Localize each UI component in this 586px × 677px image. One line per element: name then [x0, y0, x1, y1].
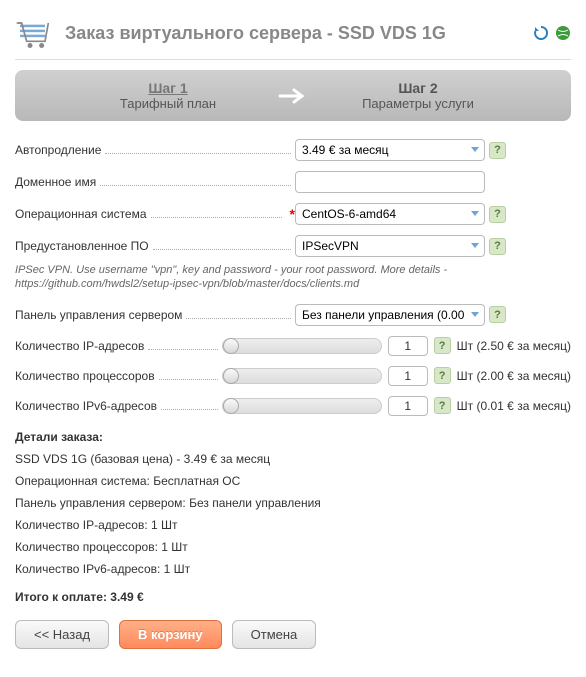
help-icon[interactable]: ?	[489, 142, 506, 159]
field-preinstall: Предустановленное ПО IPSecVPN ?	[15, 235, 571, 257]
autorenew-label: Автопродление	[15, 143, 101, 157]
page-header: Заказ виртуального сервера - SSD VDS 1G	[15, 15, 571, 60]
total: Итого к оплате: 3.49 €	[15, 590, 571, 604]
help-icon[interactable]: ?	[434, 397, 451, 414]
cpu-label: Количество процессоров	[15, 369, 155, 383]
step-2: Шаг 2 Параметры услуги	[318, 80, 518, 111]
arrow-icon	[278, 86, 308, 106]
step-2-sub: Параметры услуги	[318, 96, 518, 111]
ip-value[interactable]: 1	[388, 336, 428, 356]
detail-line: Количество IPv6-адресов: 1 Шт	[15, 562, 571, 576]
steps-bar: Шаг 1 Тарифный план Шаг 2 Параметры услу…	[15, 70, 571, 121]
domain-label: Доменное имя	[15, 175, 96, 189]
step-2-title: Шаг 2	[318, 80, 518, 96]
field-os: Операционная система* CentOS-6-amd64 ?	[15, 203, 571, 225]
help-icon[interactable]: ?	[489, 306, 506, 323]
ipv6-slider[interactable]	[222, 398, 382, 414]
button-row: << Назад В корзину Отмена	[15, 620, 571, 649]
ip-unit: Шт (2.50 € за месяц)	[457, 339, 571, 353]
panel-select[interactable]: Без панели управления (0.00 € за месяц)	[295, 304, 485, 326]
ip-label: Количество IP-адресов	[15, 339, 144, 353]
os-select[interactable]: CentOS-6-amd64	[295, 203, 485, 225]
cart-icon	[15, 15, 55, 51]
field-ipv6: Количество IPv6-адресов 1 ? Шт (0.01 € з…	[15, 396, 571, 416]
ipv6-label: Количество IPv6-адресов	[15, 399, 157, 413]
cpu-value[interactable]: 1	[388, 366, 428, 386]
ip-slider[interactable]	[222, 338, 382, 354]
help-icon[interactable]: ?	[489, 238, 506, 255]
step-1-title: Шаг 1	[68, 80, 268, 96]
preinstall-hint: IPSec VPN. Use username "vpn", key and p…	[15, 263, 571, 292]
step-1-sub: Тарифный план	[68, 96, 268, 111]
detail-line: SSD VDS 1G (базовая цена) - 3.49 € за ме…	[15, 452, 571, 466]
field-cpu: Количество процессоров 1 ? Шт (2.00 € за…	[15, 366, 571, 386]
back-button[interactable]: << Назад	[15, 620, 109, 649]
globe-icon[interactable]	[555, 25, 571, 41]
field-autorenew: Автопродление 3.49 € за месяц ?	[15, 139, 571, 161]
autorenew-select[interactable]: 3.49 € за месяц	[295, 139, 485, 161]
help-icon[interactable]: ?	[434, 337, 451, 354]
field-domain: Доменное имя	[15, 171, 571, 193]
help-icon[interactable]: ?	[434, 367, 451, 384]
domain-input[interactable]	[295, 171, 485, 193]
page-title: Заказ виртуального сервера - SSD VDS 1G	[65, 23, 533, 44]
cpu-slider[interactable]	[222, 368, 382, 384]
refresh-icon[interactable]	[533, 25, 549, 41]
field-panel: Панель управления сервером Без панели уп…	[15, 304, 571, 326]
ipv6-unit: Шт (0.01 € за месяц)	[457, 399, 571, 413]
preinstall-select[interactable]: IPSecVPN	[295, 235, 485, 257]
ipv6-value[interactable]: 1	[388, 396, 428, 416]
help-icon[interactable]: ?	[489, 206, 506, 223]
detail-line: Операционная система: Бесплатная ОС	[15, 474, 571, 488]
detail-line: Количество IP-адресов: 1 Шт	[15, 518, 571, 532]
detail-line: Панель управления сервером: Без панели у…	[15, 496, 571, 510]
preinstall-label: Предустановленное ПО	[15, 239, 149, 253]
detail-line: Количество процессоров: 1 Шт	[15, 540, 571, 554]
add-to-cart-button[interactable]: В корзину	[119, 620, 222, 649]
details-title: Детали заказа:	[15, 430, 571, 444]
step-1[interactable]: Шаг 1 Тарифный план	[68, 80, 268, 111]
cancel-button[interactable]: Отмена	[232, 620, 317, 649]
os-label: Операционная система	[15, 207, 147, 221]
panel-label: Панель управления сервером	[15, 308, 182, 322]
field-ip: Количество IP-адресов 1 ? Шт (2.50 € за …	[15, 336, 571, 356]
cpu-unit: Шт (2.00 € за месяц)	[457, 369, 571, 383]
